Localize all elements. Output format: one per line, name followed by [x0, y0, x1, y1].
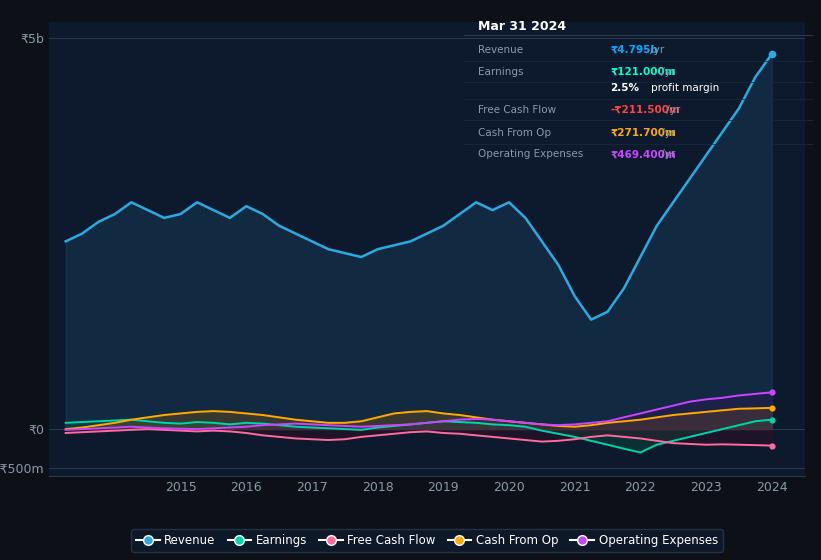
Point — [765, 403, 778, 412]
Text: ₹271.700m: ₹271.700m — [610, 128, 677, 138]
Text: ₹4.795b: ₹4.795b — [610, 45, 658, 55]
Text: -₹211.500m: -₹211.500m — [610, 105, 681, 115]
Point — [765, 441, 778, 450]
Text: Mar 31 2024: Mar 31 2024 — [478, 21, 566, 34]
Text: Free Cash Flow: Free Cash Flow — [478, 105, 556, 115]
Text: /yr: /yr — [658, 128, 675, 138]
Text: Earnings: Earnings — [478, 67, 523, 77]
Text: ₹121.000m: ₹121.000m — [610, 67, 676, 77]
Text: /yr: /yr — [658, 150, 675, 159]
Text: Operating Expenses: Operating Expenses — [478, 150, 583, 159]
Legend: Revenue, Earnings, Free Cash Flow, Cash From Op, Operating Expenses: Revenue, Earnings, Free Cash Flow, Cash … — [131, 529, 722, 552]
Text: 2.5%: 2.5% — [610, 83, 640, 93]
Text: /yr: /yr — [658, 67, 675, 77]
Point — [765, 50, 778, 59]
Text: /yr: /yr — [647, 45, 664, 55]
Text: ₹469.400m: ₹469.400m — [610, 150, 677, 159]
Text: Cash From Op: Cash From Op — [478, 128, 551, 138]
Point — [765, 415, 778, 424]
Text: profit margin: profit margin — [650, 83, 719, 93]
Text: Revenue: Revenue — [478, 45, 523, 55]
Text: /yr: /yr — [663, 105, 680, 115]
Point — [765, 388, 778, 397]
